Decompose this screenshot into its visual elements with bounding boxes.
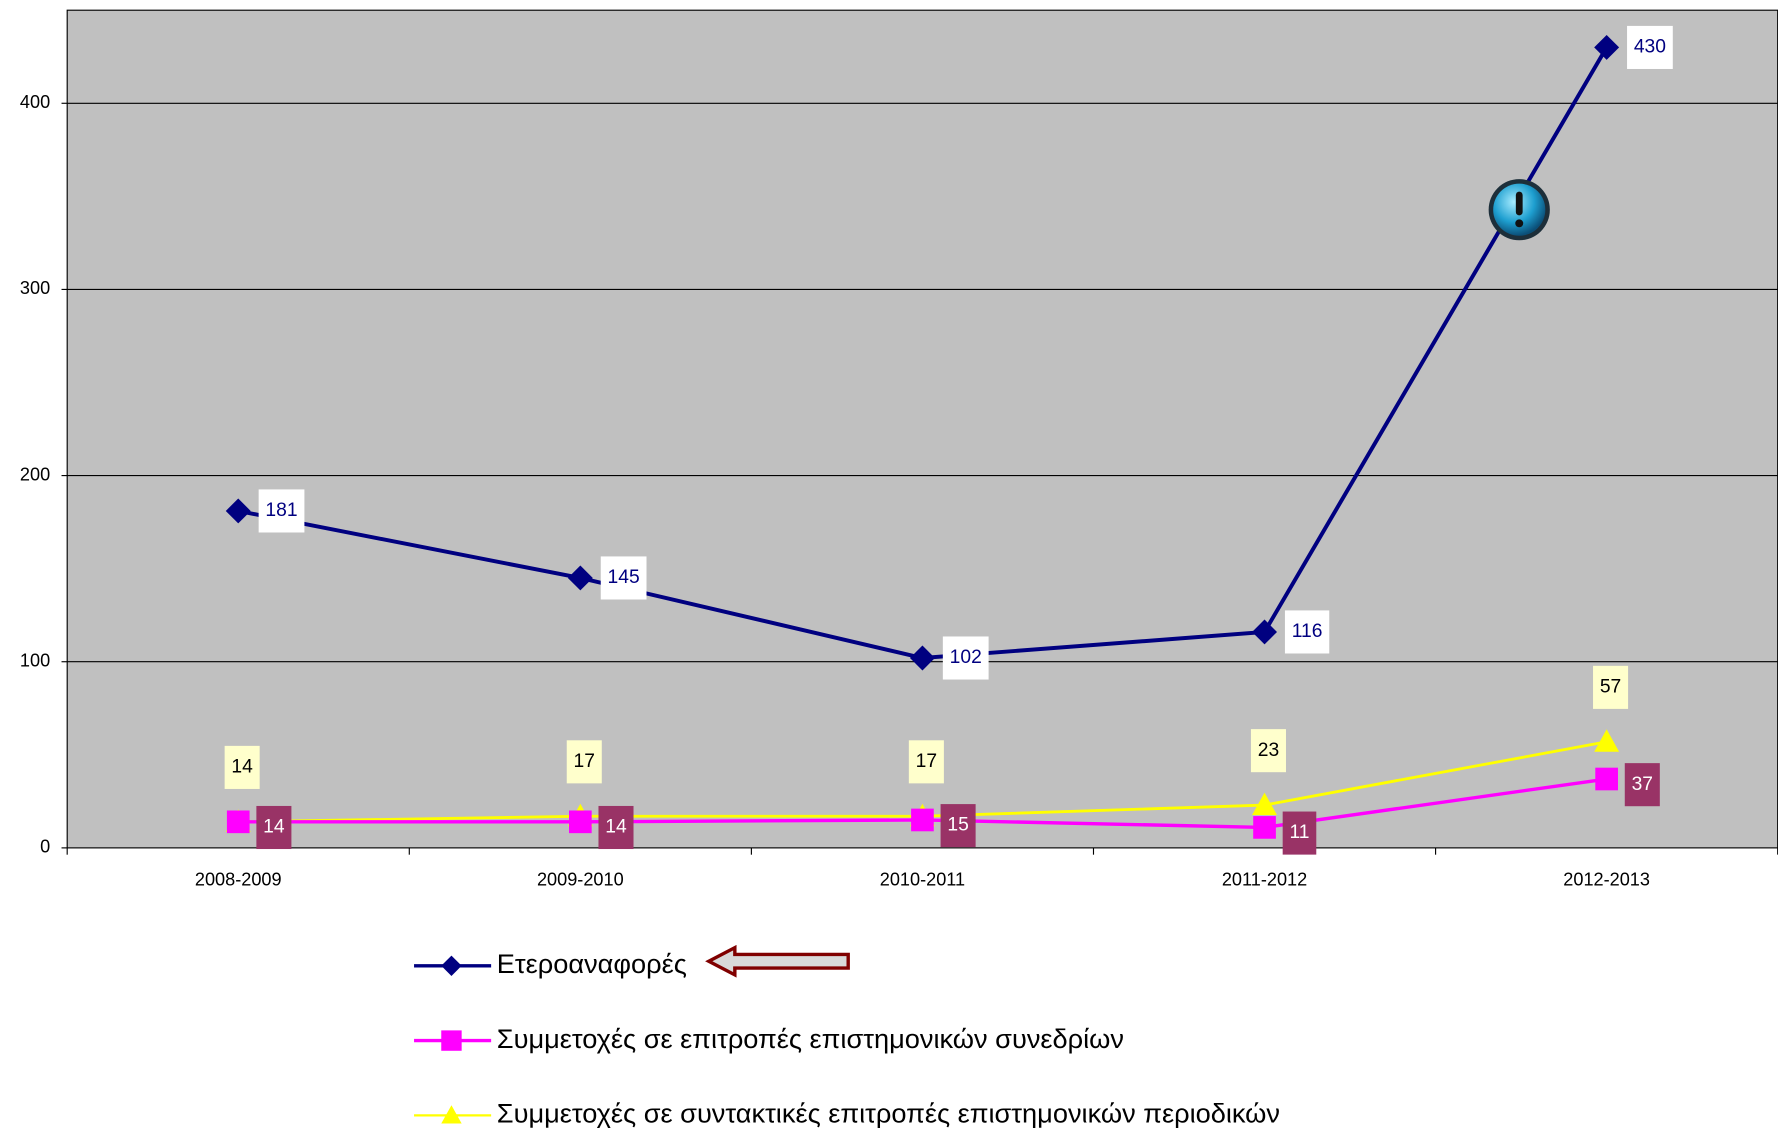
alert-icon: [1488, 179, 1550, 241]
data-label: 181: [258, 489, 305, 533]
legend-label: Ετεροαναφορές: [497, 948, 687, 979]
marker: [225, 498, 251, 524]
data-label: 37: [1624, 763, 1660, 807]
marker: [909, 645, 935, 671]
data-label-box: [600, 556, 647, 600]
data-label-box: [1284, 610, 1330, 654]
marker: [441, 1105, 462, 1124]
y-tick-label: 400: [20, 92, 50, 112]
x-tick-label: 2008-2009: [195, 870, 282, 890]
data-label-box: [908, 740, 944, 784]
data-label-box: [598, 805, 634, 850]
data-label: 11: [1282, 811, 1317, 855]
data-label-text: 11: [1289, 822, 1309, 843]
data-label: 17: [566, 740, 602, 784]
marker: [567, 565, 593, 591]
data-label-text: 116: [1292, 621, 1323, 642]
data-label-text: 181: [265, 500, 297, 521]
marker: [1594, 729, 1620, 752]
legend-label: Συμμετοχές σε συντακτικές επιτροπές επισ…: [497, 1098, 1280, 1129]
marker: [911, 808, 934, 832]
data-label-box: [1627, 25, 1673, 69]
data-label-box: [224, 745, 260, 789]
y-tick-label: 200: [20, 464, 50, 484]
data-label: 14: [256, 805, 292, 850]
x-tick-label: 2010-2011: [880, 870, 965, 890]
marker: [1252, 792, 1278, 816]
x-tick-label: 2011-2012: [1222, 870, 1307, 890]
data-label-text: 14: [231, 757, 253, 778]
marker: [1595, 767, 1618, 791]
data-label-text: 23: [1258, 740, 1279, 761]
data-labels: 14 17 17 23 57 14 14 15 11 37 181 145 102 116 430: [224, 25, 1673, 855]
data-label-box: [1624, 763, 1660, 807]
data-label-text: 37: [1632, 774, 1653, 795]
data-label-box: [256, 805, 292, 850]
data-label: 23: [1250, 729, 1286, 773]
data-label-text: 14: [605, 817, 627, 838]
data-label-text: 14: [263, 817, 285, 838]
data-label-text: 102: [950, 647, 982, 668]
marker: [1253, 816, 1276, 839]
legend: Ετεροαναφορές Συμμετοχές σε επιτροπές επι…: [414, 948, 1280, 1129]
data-label-text: 17: [574, 751, 595, 772]
x-tick-label: 2012-2013: [1563, 870, 1650, 890]
data-label-box: [1282, 811, 1317, 855]
data-label: 145: [600, 556, 647, 600]
y-tick-label: 0: [40, 837, 50, 857]
data-label: 14: [224, 745, 260, 789]
marker: [1594, 34, 1620, 60]
data-label-text: 57: [1600, 676, 1621, 697]
data-label-text: 145: [608, 567, 640, 588]
data-label: 116: [1284, 610, 1330, 654]
data-label: 57: [1593, 665, 1629, 709]
data-label-box: [1250, 729, 1286, 773]
marker: [441, 1030, 462, 1051]
marker: [226, 810, 250, 834]
legend-arrow: [705, 944, 850, 978]
series-lines: [225, 34, 1620, 839]
data-label: 14: [598, 805, 634, 850]
x-tick-label: 2009-2010: [537, 870, 624, 890]
y-tick-label: 300: [20, 278, 50, 298]
data-label-text: 430: [1634, 37, 1666, 58]
marker: [441, 955, 462, 976]
marker: [569, 810, 592, 834]
data-label: 15: [940, 804, 976, 848]
data-label-text: 15: [947, 815, 968, 836]
data-label-box: [1593, 665, 1629, 709]
data-label-box: [566, 740, 602, 784]
data-label-text: 17: [916, 751, 937, 772]
data-label-box: [942, 636, 989, 680]
y-tick-label: 100: [20, 651, 50, 671]
plot-area: [66, 9, 1778, 849]
marker: [1252, 619, 1278, 645]
data-label: 430: [1627, 25, 1673, 69]
data-label-box: [940, 804, 976, 848]
legend-label: Συμμετοχές σε επιτροπές επιστημονικών συ…: [497, 1023, 1124, 1054]
data-label: 17: [908, 740, 944, 784]
data-label: 102: [942, 636, 989, 680]
data-label-box: [258, 489, 305, 533]
